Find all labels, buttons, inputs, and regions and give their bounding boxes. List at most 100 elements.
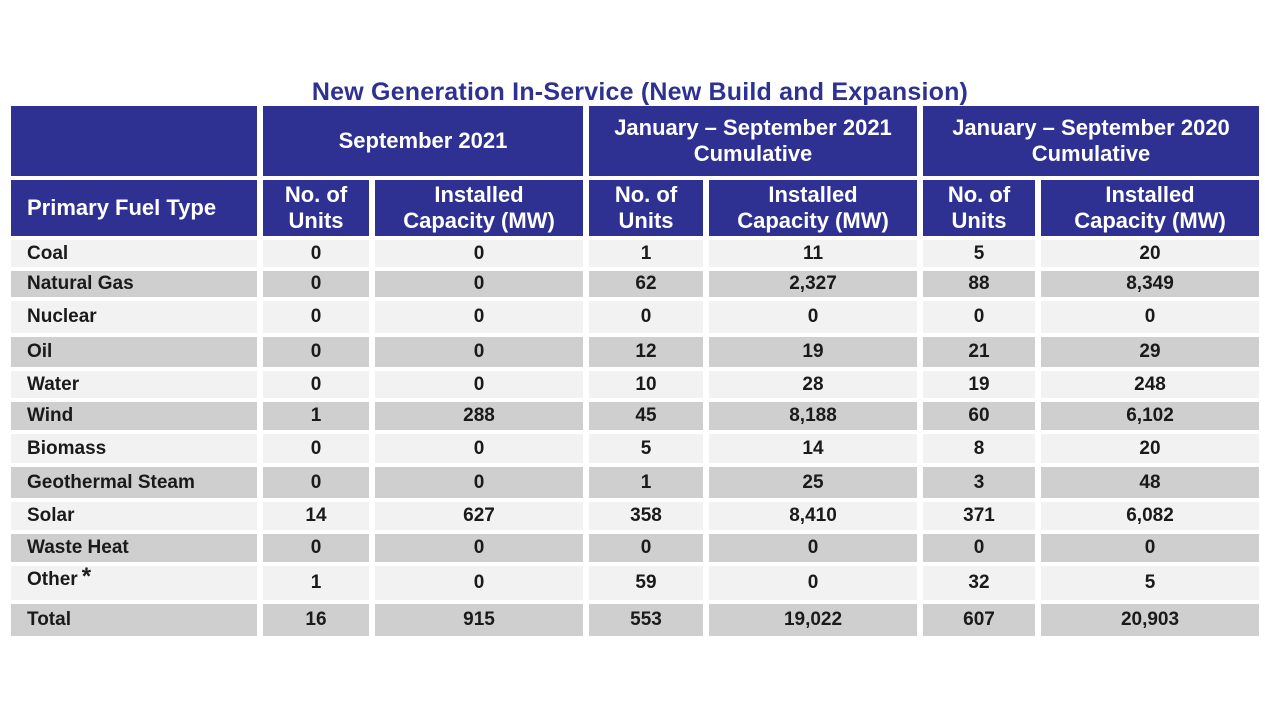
capacity-cell: 0 [375,301,583,333]
capacity-header: Installed Capacity (MW) [1041,180,1259,236]
units-cell: 358 [589,502,703,530]
table-row: Solar 14 627 358 8,410 371 6,082 [11,502,1259,530]
fuel-type-cell: Total [11,604,257,636]
capacity-cell: 5 [1041,566,1259,600]
generation-table: September 2021 January – September 2021 C… [5,102,1265,640]
capacity-cell: 28 [709,371,917,398]
capacity-cell: 0 [375,271,583,297]
units-cell: 1 [589,240,703,267]
period-header-sep-2021: September 2021 [263,106,583,176]
units-cell: 0 [589,534,703,562]
units-cell: 5 [589,434,703,463]
capacity-cell: 20 [1041,434,1259,463]
fuel-type-label: Oil [27,341,53,362]
fuel-type-label: Geothermal Steam [27,471,195,493]
fuel-type-label: Natural Gas [27,273,134,294]
capacity-header: Installed Capacity (MW) [375,180,583,236]
capacity-cell: 0 [375,240,583,267]
fuel-type-label: Coal [27,242,69,264]
fuel-type-cell: Other * [11,563,257,600]
capacity-cell: 0 [375,337,583,367]
units-cell: 62 [589,271,703,297]
footnote-marker: * [81,563,92,590]
table-row: Geothermal Steam 0 0 1 25 3 48 [11,467,1259,498]
units-cell: 1 [589,467,703,498]
units-cell: 0 [589,301,703,333]
capacity-cell: 0 [1041,534,1259,562]
capacity-cell: 288 [375,402,583,430]
table-row: Coal 0 0 1 11 5 20 [11,240,1259,267]
fuel-type-label: Wind [27,405,74,426]
capacity-cell: 627 [375,502,583,530]
fuel-type-label: Total [27,609,71,630]
table-row: Biomass 0 0 5 14 8 20 [11,434,1259,463]
units-cell: 60 [923,402,1035,430]
fuel-type-label: Solar [27,505,75,526]
fuel-type-cell: Natural Gas [11,271,257,297]
capacity-cell: 0 [375,467,583,498]
table-row: Waste Heat 0 0 0 0 0 0 [11,534,1259,562]
units-cell: 0 [263,240,369,267]
table-row: Other * 1 0 59 0 32 5 [11,563,1259,600]
units-cell: 0 [263,301,369,333]
primary-fuel-type-header: Primary Fuel Type [11,180,257,236]
units-cell: 371 [923,502,1035,530]
capacity-header: Installed Capacity (MW) [709,180,917,236]
units-cell: 10 [589,371,703,398]
capacity-cell: 6,082 [1041,502,1259,530]
period-header-ytd-2020: January – September 2020 Cumulative [923,106,1259,176]
units-cell: 1 [263,566,369,600]
capacity-cell: 29 [1041,337,1259,367]
units-cell: 0 [263,434,369,463]
units-cell: 0 [263,371,369,398]
capacity-cell: 11 [709,240,917,267]
units-cell: 0 [263,534,369,562]
fuel-type-cell: Wind [11,402,257,430]
table-row: Nuclear 0 0 0 0 0 0 [11,301,1259,333]
units-cell: 19 [923,371,1035,398]
table-row: Water 0 0 10 28 19 248 [11,371,1259,398]
fuel-type-label: Water [27,373,80,395]
units-cell: 0 [923,534,1035,562]
fuel-type-label: Waste Heat [27,537,129,558]
units-cell: 607 [923,604,1035,636]
capacity-cell: 0 [375,434,583,463]
fuel-type-label: Other [27,569,78,590]
units-cell: 0 [923,301,1035,333]
capacity-cell: 48 [1041,467,1259,498]
units-cell: 59 [589,566,703,600]
capacity-cell: 6,102 [1041,402,1259,430]
units-cell: 553 [589,604,703,636]
units-cell: 12 [589,337,703,367]
units-cell: 16 [263,604,369,636]
fuel-type-cell: Waste Heat [11,534,257,562]
units-cell: 45 [589,402,703,430]
table-row: Natural Gas 0 0 62 2,327 88 8,349 [11,271,1259,297]
total-row: Total 16 915 553 19,022 607 20,903 [11,604,1259,636]
capacity-cell: 915 [375,604,583,636]
fuel-type-cell: Water [11,371,257,398]
capacity-cell: 14 [709,434,917,463]
capacity-cell: 0 [709,301,917,333]
fuel-type-label: Biomass [27,437,107,459]
header-corner [11,106,257,176]
units-cell: 21 [923,337,1035,367]
capacity-cell: 0 [1041,301,1259,333]
table-title: New Generation In-Service (New Build and… [311,78,969,106]
capacity-cell: 0 [709,534,917,562]
fuel-type-cell: Oil [11,337,257,367]
capacity-cell: 248 [1041,371,1259,398]
units-cell: 32 [923,566,1035,600]
capacity-cell: 20 [1041,240,1259,267]
units-cell: 14 [263,502,369,530]
units-cell: 0 [263,337,369,367]
fuel-type-label: Nuclear [27,306,97,327]
capacity-cell: 25 [709,467,917,498]
capacity-cell: 0 [375,534,583,562]
capacity-cell: 0 [375,566,583,600]
table-row: Oil 0 0 12 19 21 29 [11,337,1259,367]
units-header: No. of Units [263,180,369,236]
capacity-cell: 2,327 [709,271,917,297]
units-cell: 1 [263,402,369,430]
units-cell: 8 [923,434,1035,463]
